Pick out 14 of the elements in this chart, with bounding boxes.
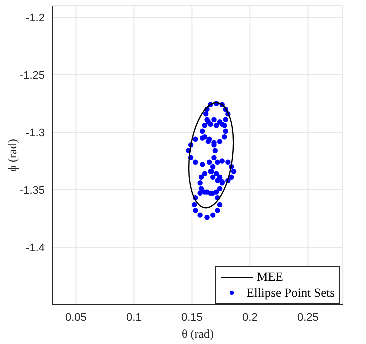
legend-label: MEE: [257, 270, 284, 284]
y-tick-label: -1.3: [26, 127, 45, 140]
y-tick-label: -1.2: [26, 12, 45, 24]
x-axis-title: θ (rad): [182, 327, 214, 341]
x-tick-label: 0.25: [297, 312, 319, 324]
x-tick-label: 0.1: [126, 312, 142, 324]
y-tick-label: -1.35: [20, 184, 45, 197]
y-tick-label: -1.4: [26, 242, 45, 254]
y-tick-label: -1.25: [20, 70, 45, 82]
legend-label: Ellipse Point Sets: [246, 286, 335, 300]
x-tick-label: 0.15: [181, 312, 203, 324]
x-tick-label: 0.2: [242, 312, 258, 324]
y-axis-title: ϕ (rad): [5, 139, 20, 172]
x-tick-label: 0.05: [65, 312, 87, 324]
